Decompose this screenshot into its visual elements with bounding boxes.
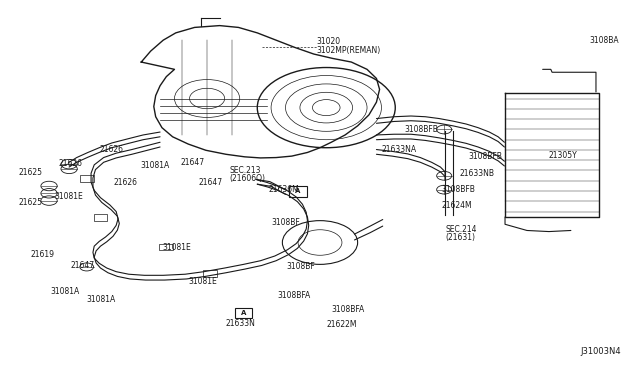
Text: (21606Q): (21606Q) bbox=[229, 174, 265, 183]
Text: 31081E: 31081E bbox=[54, 192, 83, 201]
Text: 31081A: 31081A bbox=[140, 161, 169, 170]
Text: 21647: 21647 bbox=[180, 158, 205, 167]
Text: 21625: 21625 bbox=[19, 198, 43, 207]
Text: 3108BFB: 3108BFB bbox=[468, 152, 502, 161]
Text: 21647: 21647 bbox=[70, 261, 95, 270]
Text: A: A bbox=[241, 310, 246, 316]
Text: A: A bbox=[296, 189, 301, 195]
Text: 21636M: 21636M bbox=[269, 185, 300, 194]
Text: 21619: 21619 bbox=[30, 250, 54, 259]
Text: 21626: 21626 bbox=[58, 159, 83, 168]
Text: 3108BFB: 3108BFB bbox=[441, 185, 475, 194]
Text: 3108BFA: 3108BFA bbox=[277, 291, 310, 300]
Text: 21625: 21625 bbox=[19, 168, 43, 177]
Text: 3108BF: 3108BF bbox=[287, 262, 316, 272]
Text: 21622M: 21622M bbox=[326, 320, 356, 329]
Text: 31020: 31020 bbox=[317, 38, 341, 46]
Text: SEC.213: SEC.213 bbox=[229, 166, 260, 175]
Text: 21626: 21626 bbox=[99, 145, 124, 154]
Text: 21633N: 21633N bbox=[226, 319, 256, 328]
Text: 21624M: 21624M bbox=[442, 201, 472, 210]
Text: 3108BFB: 3108BFB bbox=[404, 125, 438, 134]
Text: 21647: 21647 bbox=[199, 178, 223, 187]
Text: 31081E: 31081E bbox=[188, 277, 217, 286]
Text: 3108BFA: 3108BFA bbox=[332, 305, 365, 314]
Text: 31081E: 31081E bbox=[162, 243, 191, 252]
Text: 21626: 21626 bbox=[113, 178, 137, 187]
Text: 3108BA: 3108BA bbox=[589, 36, 620, 45]
Text: 21633NB: 21633NB bbox=[460, 169, 494, 178]
Text: 31081A: 31081A bbox=[86, 295, 116, 304]
Text: 21305Y: 21305Y bbox=[549, 151, 578, 160]
Text: 31081A: 31081A bbox=[51, 287, 79, 296]
Text: J31003N4: J31003N4 bbox=[580, 347, 621, 356]
Text: SEC.214: SEC.214 bbox=[445, 225, 477, 234]
Text: 3102MP(REMAN): 3102MP(REMAN) bbox=[317, 46, 381, 55]
Text: 21633NA: 21633NA bbox=[381, 145, 417, 154]
Text: (21631): (21631) bbox=[445, 233, 476, 242]
Text: 3108BF: 3108BF bbox=[271, 218, 300, 227]
